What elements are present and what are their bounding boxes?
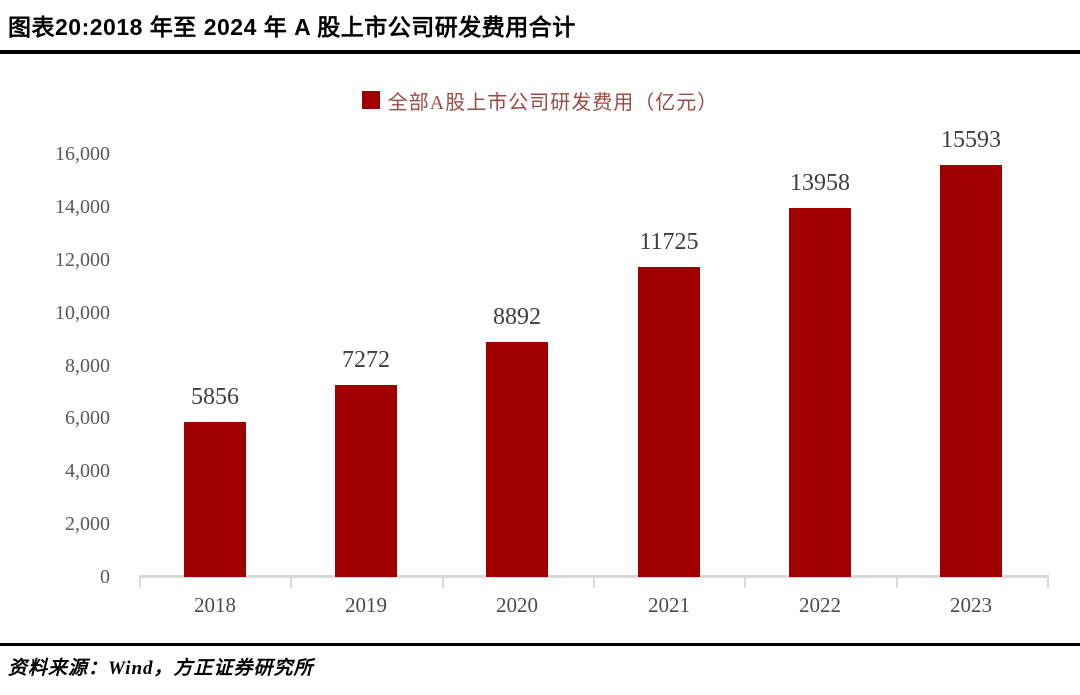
y-axis-label: 2,000 [65,513,110,536]
source-note: 资料来源：Wind，方正证券研究所 [8,658,314,679]
y-axis-label: 0 [100,566,110,588]
x-axis-tick [290,575,292,588]
x-axis-label: 2019 [345,593,387,617]
y-axis-label: 8,000 [65,354,110,377]
legend-label: 全部A股上市公司研发费用（亿元） [387,91,719,114]
x-axis-label: 2018 [194,593,236,617]
x-axis-tick [593,575,595,588]
title-divider [0,50,1080,54]
x-axis-label: 2020 [496,593,538,617]
bar-value-label: 11725 [639,229,699,255]
bar-value-label: 8892 [493,304,541,330]
bar-2022 [789,208,851,577]
bar-2020 [486,342,548,577]
x-axis-tick [896,575,898,588]
bar-value-label: 5856 [191,384,239,410]
x-axis-tick [1047,575,1049,588]
y-axis-label: 4,000 [65,460,110,483]
legend-swatch-icon [361,91,380,109]
y-axis-label: 14,000 [55,195,110,218]
y-axis-label: 10,000 [55,301,110,324]
x-axis-tick [744,575,746,588]
bar-2023 [940,165,1002,577]
bar-value-label: 15593 [941,127,1001,153]
bar-2019 [335,385,397,577]
y-axis-label: 12,000 [55,248,110,271]
chart-title: 图表20:2018 年至 2024 年 A 股上市公司研发费用合计 [8,14,576,40]
footer-divider [0,643,1080,646]
x-axis-label: 2023 [950,593,992,617]
bar-value-label: 7272 [342,347,390,373]
y-axis-label: 6,000 [65,407,110,430]
x-axis-tick [139,575,141,588]
x-axis-label: 2021 [648,593,690,617]
x-axis-label: 2022 [799,593,841,617]
bar-value-label: 13958 [790,170,850,196]
bar-2021 [638,267,700,577]
y-axis-label: 16,000 [55,143,110,165]
legend: 全部A股上市公司研发费用（亿元） [0,86,1080,114]
bar-2018 [184,422,246,577]
x-axis-tick [442,575,444,588]
